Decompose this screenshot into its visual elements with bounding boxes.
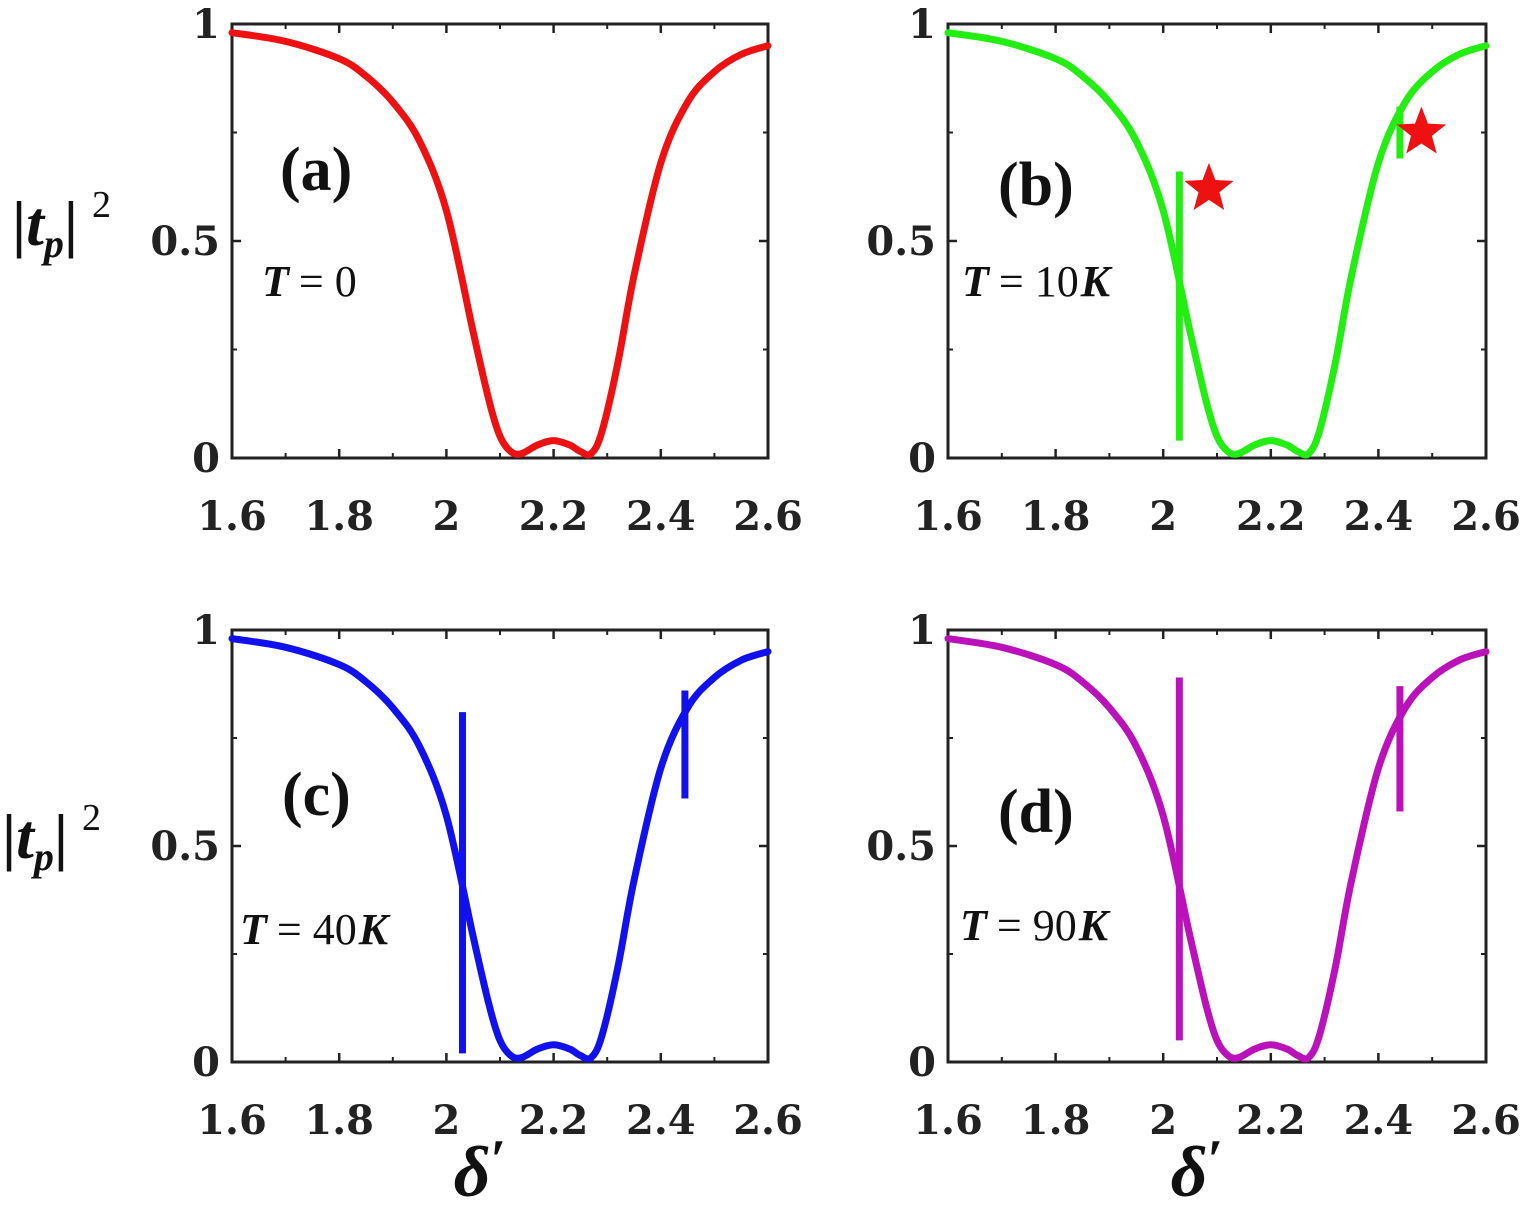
- x-tick-label: 1.8: [304, 1097, 374, 1144]
- xlabel-prime: ′: [491, 1129, 507, 1191]
- y-tick-label: 0: [908, 435, 936, 482]
- ylabel-sup: 2: [92, 184, 111, 226]
- temp-unit: K: [358, 905, 391, 954]
- star-marker: [1184, 162, 1234, 210]
- x-tick-label: 1.8: [1021, 1097, 1091, 1144]
- ylabel-bar-open: |: [2, 801, 16, 872]
- temp-value: = 0: [299, 257, 357, 306]
- ylabel-sup: 2: [82, 797, 101, 839]
- series-line: [944, 29, 1490, 459]
- y-tick-label: 1: [192, 607, 220, 654]
- x-tick-label: 2.4: [626, 1097, 696, 1144]
- series-line: [228, 29, 772, 459]
- y-tick-label: 0.5: [150, 218, 220, 265]
- temperature-label: T = 40K: [240, 905, 391, 954]
- x-tick-label: 2.2: [1236, 493, 1306, 540]
- x-axis-label: δ′: [1171, 1129, 1224, 1212]
- x-tick-label: 2.4: [1344, 493, 1414, 540]
- temp-symbol: T: [962, 257, 991, 306]
- series-line: [944, 635, 1490, 1063]
- x-tick-label: 2.6: [1451, 1097, 1521, 1144]
- axes-box: [946, 22, 1488, 460]
- temp-symbol: T: [960, 901, 989, 950]
- ylabel-bar-close: |: [64, 188, 78, 259]
- star-marker: [1396, 106, 1447, 154]
- xlabel-delta: δ: [1171, 1132, 1208, 1212]
- x-tick-label: 2: [432, 493, 460, 540]
- x-tick-label: 1.6: [197, 1097, 267, 1144]
- ylabel-sub: p: [31, 834, 54, 879]
- temperature-label: T = 90K: [960, 901, 1111, 950]
- y-tick-label: 0.5: [150, 823, 220, 870]
- y-tick-label: 0: [908, 1039, 936, 1086]
- x-tick-label: 2.6: [733, 493, 803, 540]
- y-tick-label: 0.5: [866, 823, 936, 870]
- x-tick-label: 2: [1149, 493, 1177, 540]
- x-tick-label: 2.6: [1451, 493, 1521, 540]
- panel-label: (b): [998, 151, 1074, 219]
- series-line: [228, 635, 772, 1063]
- x-tick-label: 2.2: [1236, 1097, 1306, 1144]
- panel-label: (c): [282, 761, 351, 829]
- x-axis-label: δ′: [454, 1129, 507, 1212]
- y-tick-label: 1: [192, 1, 220, 48]
- ylabel-t: t: [26, 188, 46, 259]
- ylabel-bar-close: |: [54, 801, 68, 872]
- y-tick-label: 1: [908, 607, 936, 654]
- x-tick-label: 2.4: [626, 493, 696, 540]
- xlabel-delta: δ: [454, 1132, 491, 1212]
- temperature-label: T = 10K: [962, 257, 1113, 306]
- axes-box: [230, 22, 770, 460]
- y-tick-label: 1: [908, 1, 936, 48]
- x-tick-label: 2.6: [733, 1097, 803, 1144]
- y-tick-label: 0: [192, 435, 220, 482]
- x-tick-label: 2.2: [519, 1097, 589, 1144]
- x-tick-label: 2.2: [519, 493, 589, 540]
- x-tick-label: 2: [1149, 1097, 1177, 1144]
- temperature-label: T = 0: [262, 257, 357, 306]
- ylabel-sub: p: [41, 221, 64, 266]
- x-tick-label: 2.4: [1344, 1097, 1414, 1144]
- y-tick-label: 0.5: [866, 218, 936, 265]
- temp-unit: K: [1080, 257, 1113, 306]
- chart-panel-3: 1.6 1.8 2 2.2 2.4 2.600.51(c)T = 40K|tp| 2δ′: [2, 607, 803, 1212]
- chart-panel-1: 1.6 1.8 2 2.2 2.4 2.600.51(a)T = 0|tp| 2: [12, 1, 803, 540]
- chart-panel-2: 1.6 1.8 2 2.2 2.4 2.600.51(b)T = 10K: [866, 1, 1520, 540]
- ylabel-bar-open: |: [12, 188, 26, 259]
- temp-value: = 40: [277, 905, 357, 954]
- temp-unit: K: [1078, 901, 1111, 950]
- temp-value: = 10: [999, 257, 1079, 306]
- axes-box: [946, 628, 1488, 1064]
- temp-symbol: T: [262, 257, 291, 306]
- temp-value: = 90: [997, 901, 1077, 950]
- y-axis-label: |tp| 2: [2, 797, 101, 879]
- x-tick-label: 1.8: [1021, 493, 1091, 540]
- panel-label: (d): [998, 778, 1074, 846]
- ylabel-t: t: [16, 801, 36, 872]
- x-tick-label: 2: [432, 1097, 460, 1144]
- x-tick-label: 1.6: [913, 1097, 983, 1144]
- x-tick-label: 1.8: [304, 493, 374, 540]
- xlabel-prime: ′: [1208, 1129, 1224, 1191]
- temp-symbol: T: [240, 905, 269, 954]
- y-tick-label: 0: [192, 1039, 220, 1086]
- y-axis-label: |tp| 2: [12, 184, 111, 266]
- panel-label: (a): [280, 136, 352, 204]
- x-tick-label: 1.6: [197, 493, 267, 540]
- x-tick-label: 1.6: [913, 493, 983, 540]
